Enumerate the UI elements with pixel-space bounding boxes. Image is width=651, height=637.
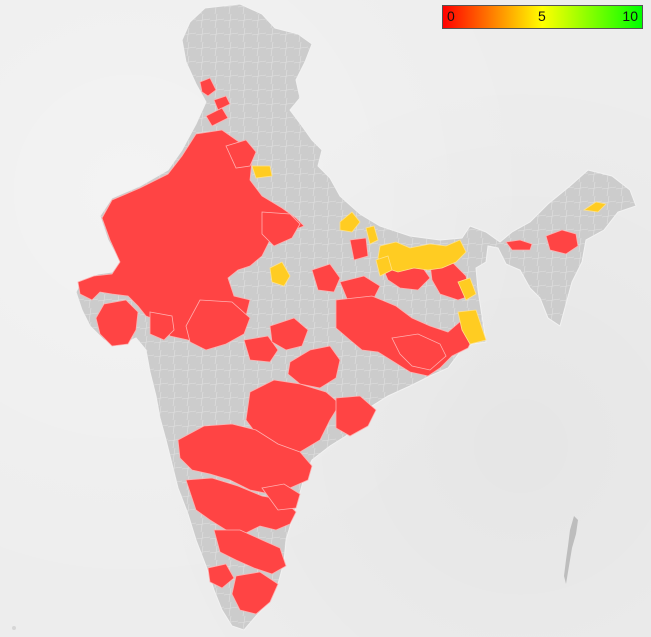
district-up-north [339,211,361,233]
legend-min-label: 0 [447,8,455,24]
district-ne-assam [505,239,533,251]
district-jk-3 [205,107,229,127]
district-ne-meghalaya [545,229,579,255]
district-gujarat-south [95,299,139,347]
district-mp-east [243,335,279,363]
district-mp-north [261,211,301,247]
district-jk-2 [213,95,231,111]
districts-red [77,77,579,615]
district-tn-south [231,571,279,615]
district-uk [251,165,273,179]
district-up-3 [375,255,393,277]
legend-max-label: 10 [622,8,638,24]
district-deccan [177,423,313,495]
color-scale-legend: 0 5 10 [442,5,643,29]
district-tn-north [213,529,287,575]
district-ap-coast [261,483,301,511]
district-mp-south [269,317,309,351]
district-telangana [335,395,377,437]
district-gujarat-east [149,311,175,341]
legend-mid-label: 5 [538,8,546,24]
district-maha-north [287,345,341,389]
district-bengal [429,261,471,301]
district-odisha [391,333,447,371]
district-up-2 [365,225,379,245]
districts-yellow [251,165,607,345]
district-bengal-south [457,309,487,345]
district-ne-yellow [582,201,607,213]
district-karnataka [185,477,297,535]
district-bengal-yellow [457,277,477,301]
district-mp-central [185,299,251,351]
district-haryana [225,139,257,169]
district-tn-west [207,563,235,589]
district-mp-yellow [269,261,291,287]
andaman-islands [564,516,578,584]
district-jk-1 [199,77,217,97]
district-bihar-2 [349,237,369,261]
district-up-central [311,263,341,293]
